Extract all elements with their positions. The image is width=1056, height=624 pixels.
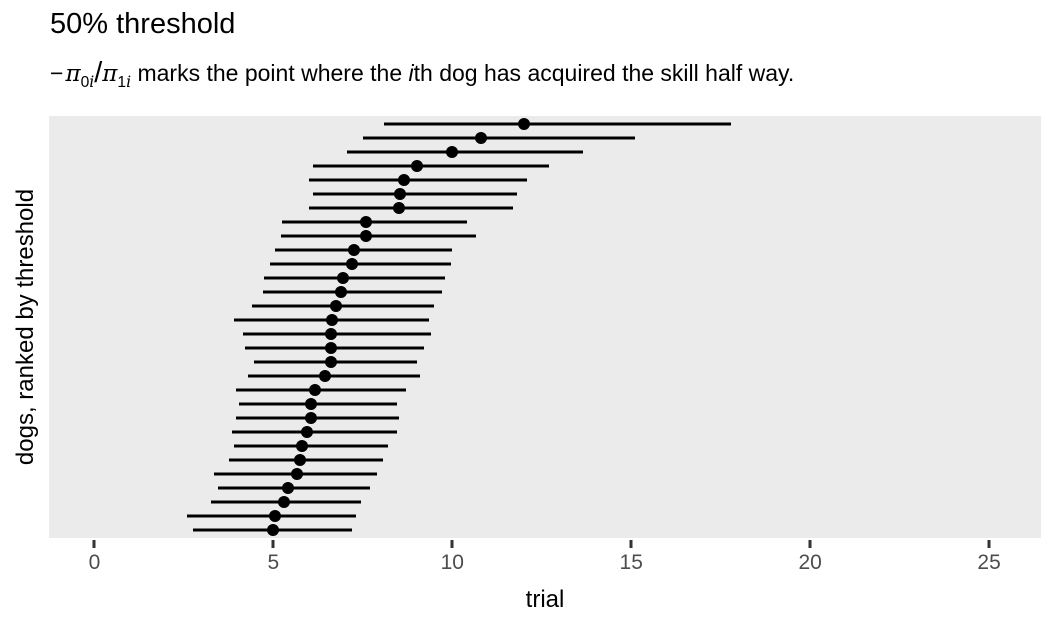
credible-interval-line (242, 332, 431, 336)
subscript-0i: 0i (80, 71, 95, 91)
credible-interval-line (232, 430, 397, 434)
subscript-i: i (89, 71, 95, 91)
point-estimate-dot (304, 411, 317, 424)
point-estimate-dot (446, 146, 459, 159)
credible-interval-line (309, 178, 528, 182)
subtitle-text-rest: th dog has acquired the skill half way. (413, 60, 795, 86)
point-estimate-dot (301, 425, 314, 438)
y-axis-title: dogs, ranked by threshold (12, 188, 39, 466)
minus-sign: − (50, 60, 64, 86)
x-tick-label: 5 (267, 551, 280, 574)
point-estimate-dot (267, 523, 280, 536)
point-estimate-dot (346, 258, 359, 271)
plot-subtitle: −π0i/π1i marks the point where the ith d… (50, 56, 794, 92)
plot-panel (49, 116, 1041, 538)
subscript-digit: 0 (80, 73, 90, 91)
credible-interval-line (251, 304, 435, 308)
point-estimate-dot (392, 202, 405, 215)
point-estimate-dot (360, 230, 373, 243)
point-estimate-dot (398, 174, 410, 187)
credible-interval-line (384, 122, 732, 126)
point-estimate-dot (290, 467, 303, 480)
x-tick-mark (271, 540, 275, 548)
point-estimate-dot (294, 453, 307, 466)
x-tick-label: 20 (798, 551, 822, 574)
subtitle-text: marks the point where the (131, 60, 409, 86)
point-estimate-dot (296, 439, 308, 452)
point-estimate-dot (335, 286, 348, 299)
credible-interval-line (239, 402, 397, 406)
point-estimate-dot (324, 355, 337, 368)
credible-interval-line (234, 444, 388, 448)
plot-title: 50% threshold (50, 8, 236, 40)
point-estimate-dot (269, 509, 282, 522)
subscript-1i: 1i (117, 71, 132, 91)
point-estimate-dot (347, 244, 360, 257)
point-estimate-dot (324, 327, 337, 340)
pi-symbol: π (65, 61, 81, 87)
credible-interval-line (362, 136, 635, 140)
pi-symbol: π (102, 61, 118, 87)
x-tick-mark (808, 540, 812, 548)
credible-interval-line (312, 164, 549, 168)
credible-interval-line (262, 290, 442, 294)
point-estimate-dot (326, 314, 339, 326)
x-tick-label: 25 (977, 551, 1001, 574)
point-estimate-dot (330, 300, 342, 313)
x-axis-title: trial (525, 586, 565, 613)
credible-interval-line (346, 150, 583, 154)
point-estimate-dot (360, 216, 373, 229)
x-tick-label: 10 (440, 551, 464, 574)
subtitle-italic-i: i (408, 60, 414, 86)
credible-interval-line (309, 206, 514, 210)
x-tick-mark (450, 540, 454, 548)
credible-interval-line (312, 192, 517, 196)
credible-interval-line (264, 276, 446, 280)
math-expression: −π0i/π1i (50, 57, 131, 91)
credible-interval-line (217, 486, 370, 490)
x-tick-label: 0 (88, 551, 101, 574)
credible-interval-line (235, 416, 399, 420)
credible-interval-line (235, 388, 406, 392)
fraction-slash: / (94, 57, 103, 89)
subscript-i: i (126, 71, 132, 91)
x-axis: 0 5 10 15 20 25 (49, 538, 1041, 584)
credible-interval-line (280, 234, 476, 238)
x-tick-mark (92, 540, 96, 548)
x-tick-mark (987, 540, 991, 548)
point-estimate-dot (324, 341, 337, 354)
point-estimate-dot (278, 495, 291, 508)
credible-interval-line (282, 220, 467, 224)
point-estimate-dot (281, 481, 294, 494)
point-estimate-dot (394, 188, 407, 201)
point-estimate-dot (308, 383, 321, 396)
x-tick-label: 15 (619, 551, 643, 574)
point-estimate-dot (304, 397, 317, 410)
credible-interval-line (248, 374, 421, 378)
point-estimate-dot (319, 369, 332, 382)
x-tick-mark (629, 540, 633, 548)
subscript-digit: 1 (117, 73, 127, 91)
credible-interval-line (275, 248, 453, 252)
credible-interval-line (269, 262, 451, 266)
point-estimate-dot (410, 160, 423, 173)
point-estimate-dot (337, 272, 350, 285)
point-estimate-dot (517, 118, 530, 131)
point-estimate-dot (474, 132, 487, 145)
